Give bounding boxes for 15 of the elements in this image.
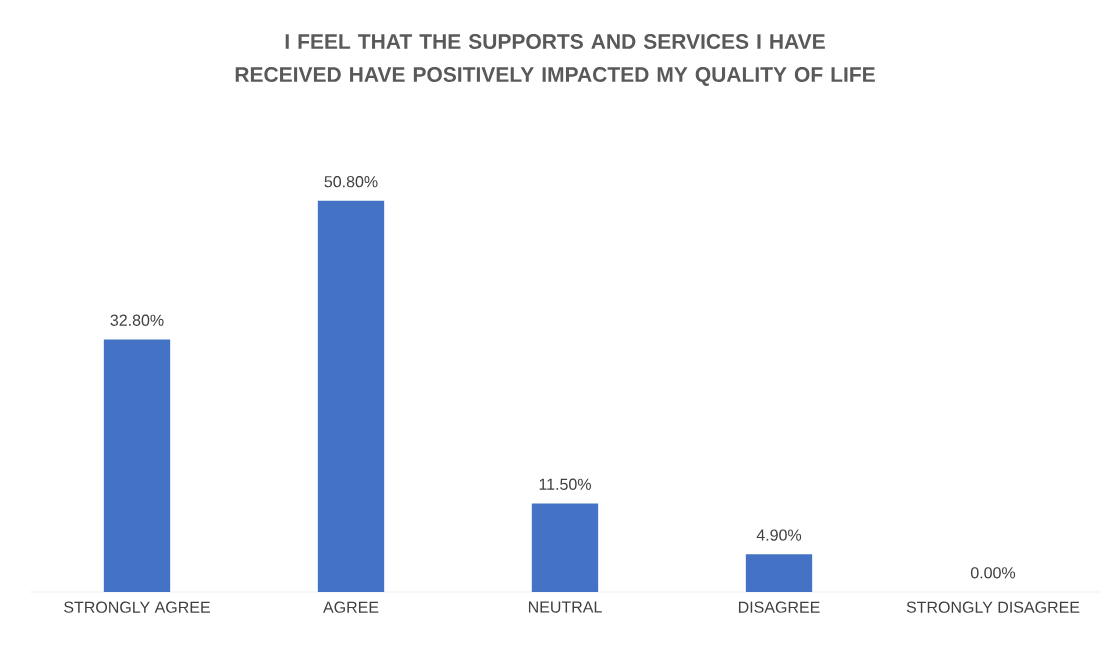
bar <box>317 200 385 592</box>
bar <box>531 503 599 592</box>
data-label: 32.80% <box>110 314 164 326</box>
chart-title: I FEEL THAT THE SUPPORTS AND SERVICES I HAVE RECEIVED HAVE POSITIVELY IMPACTED MY QUALITY OF LIFE <box>235 34 875 86</box>
data-label: 11.50% <box>539 478 591 490</box>
bar <box>103 339 171 592</box>
x-tick-label: AGREE <box>323 601 379 613</box>
data-label: 4.90% <box>756 529 802 541</box>
data-label: 50.80% <box>324 175 378 188</box>
data-label: 0.00% <box>970 567 1016 579</box>
x-tick-label: DISAGREE <box>738 601 820 613</box>
bar <box>745 554 813 592</box>
x-tick-label: NEUTRAL <box>528 601 602 613</box>
x-tick-label: STRONGLY DISAGREE <box>906 601 1080 613</box>
x-tick-label: STRONGLY AGREE <box>64 601 210 613</box>
